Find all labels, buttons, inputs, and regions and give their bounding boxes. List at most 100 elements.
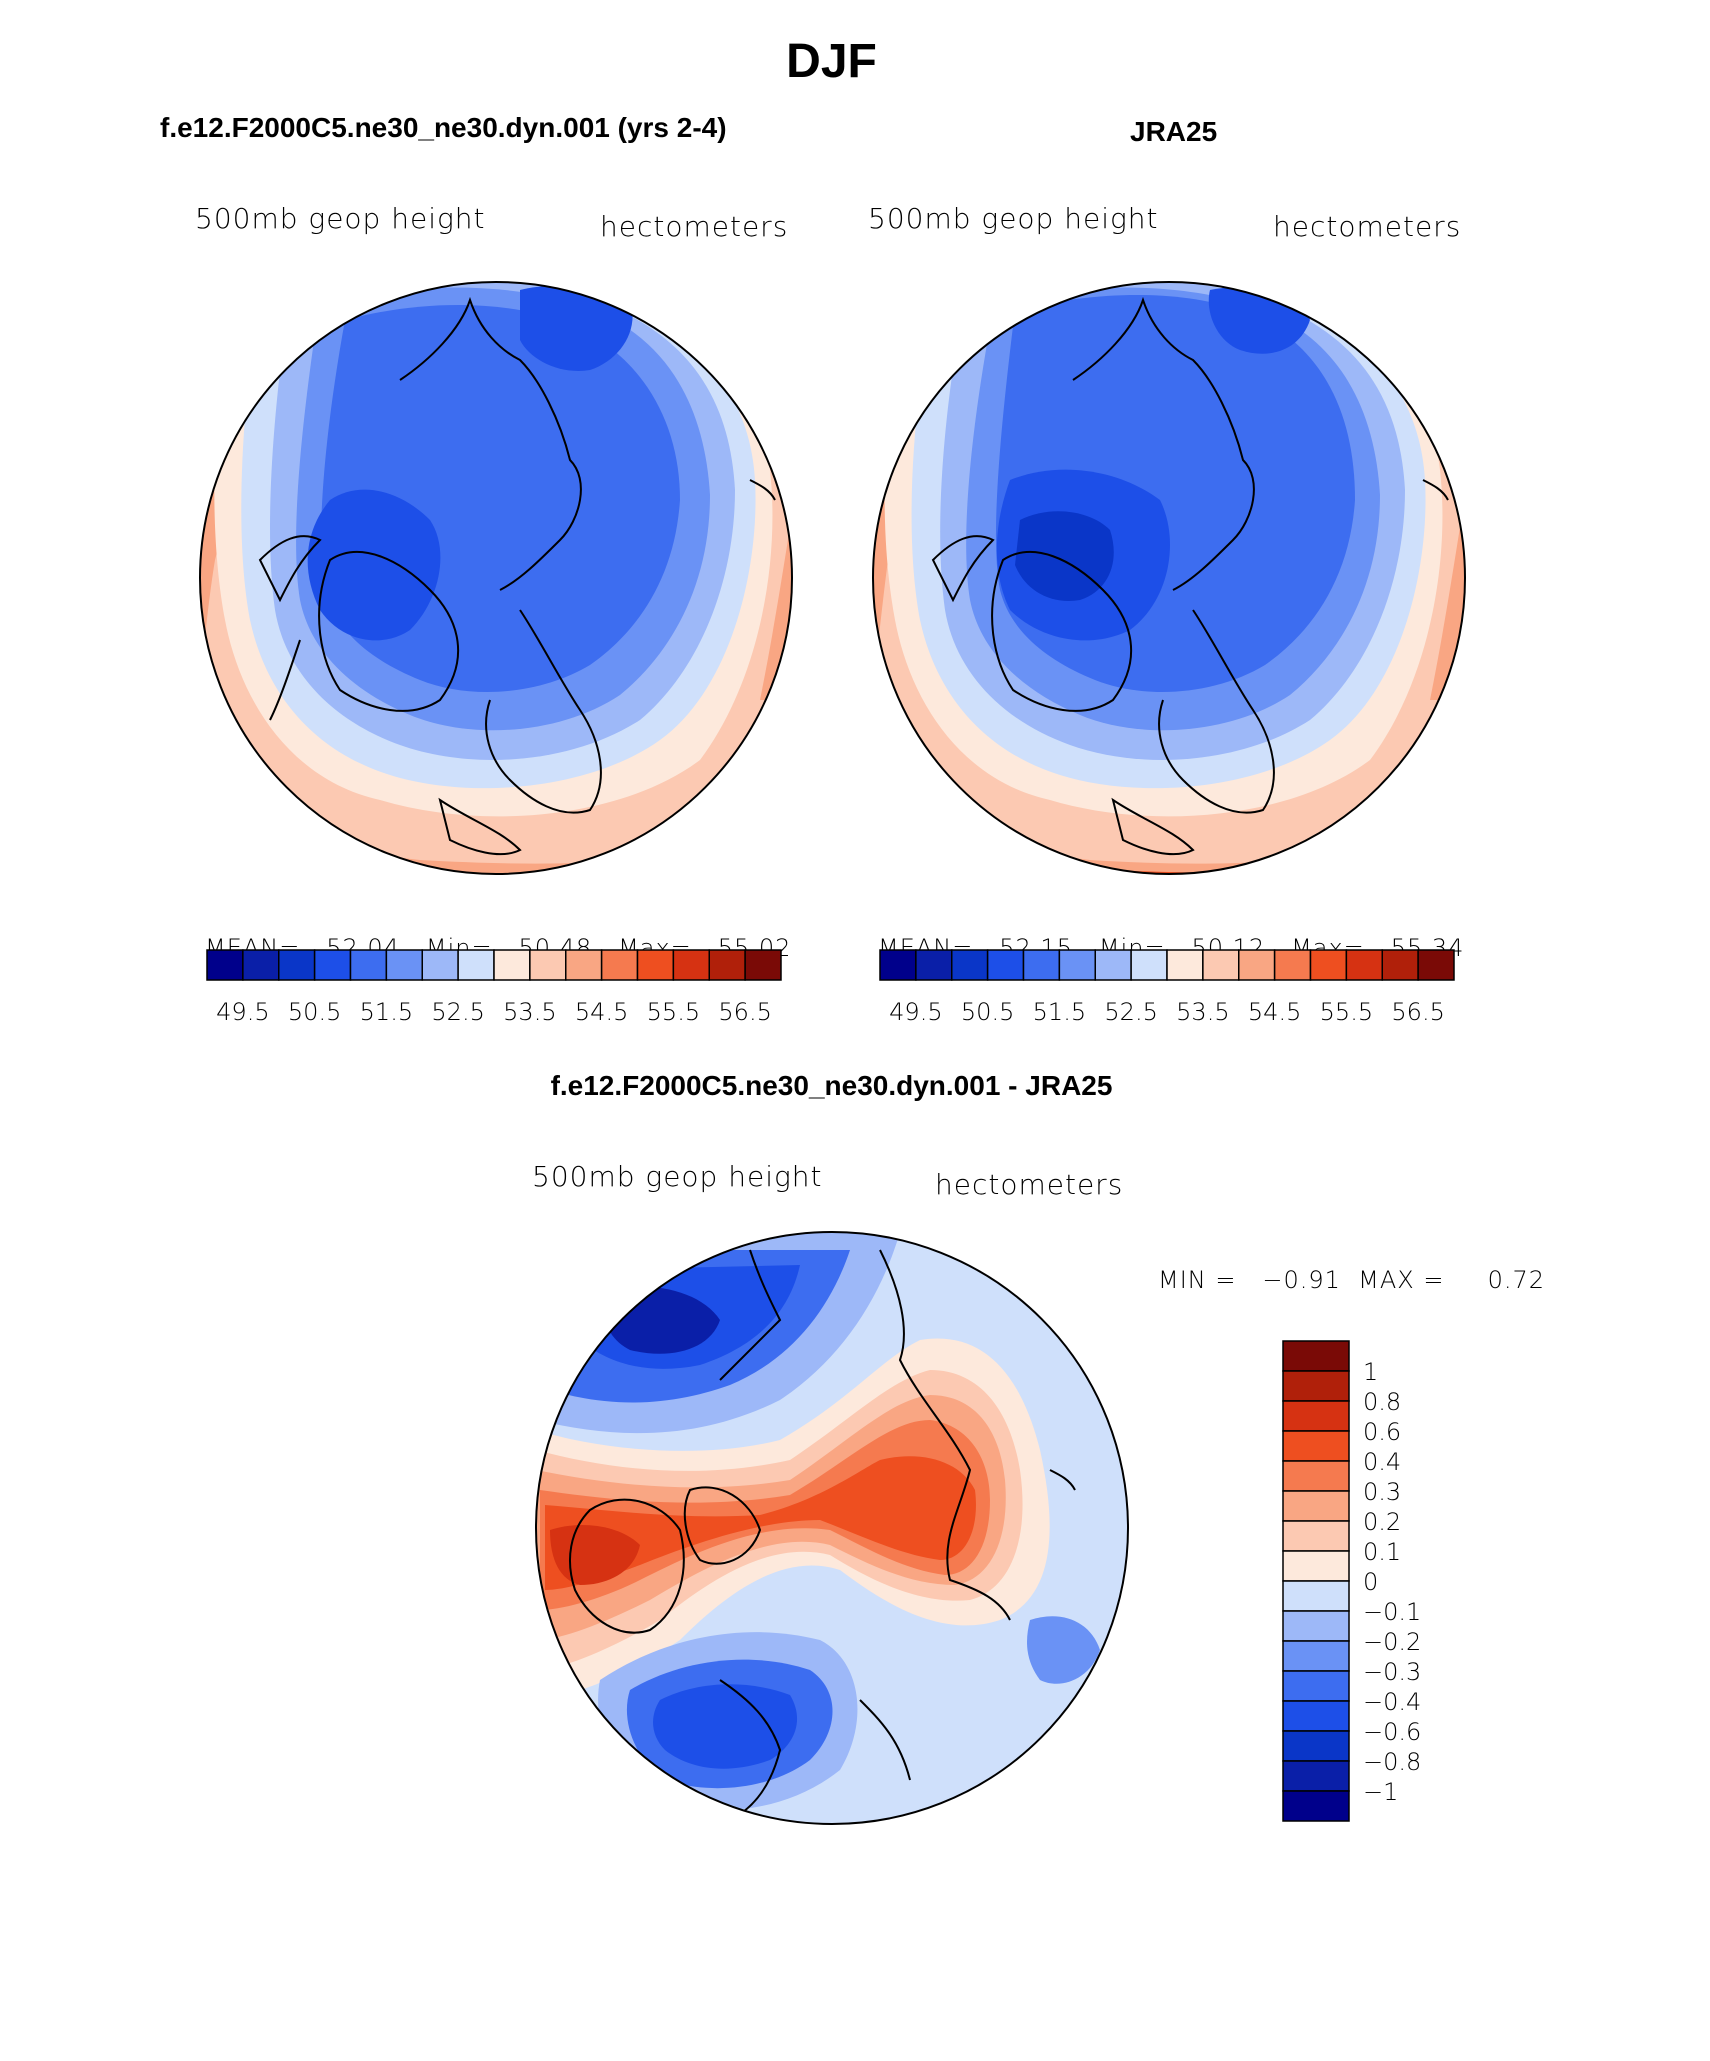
left-colorbar-swatch	[672, 949, 710, 981]
right-colorbar-tick-label: 52.5	[1104, 998, 1157, 1026]
right-colorbar-swatch	[986, 949, 1025, 981]
left-colorbar-swatch	[242, 949, 280, 981]
left-colorbar-swatch	[636, 949, 675, 981]
right-colorbar-swatch	[1202, 949, 1240, 981]
left-colorbar-swatch	[206, 949, 244, 981]
left-colorbar-swatch	[349, 949, 388, 981]
diff-colorbar-tick-label: −0.6	[1363, 1718, 1421, 1746]
left-colorbar-tick-label: 54.5	[575, 998, 628, 1026]
diff-colorbar-tick-label: 0.3	[1363, 1478, 1401, 1506]
diff-colorbar-swatch	[1282, 1700, 1350, 1732]
left-colorbar-tick-label: 53.5	[503, 998, 556, 1026]
right-colorbar-swatch	[1130, 949, 1168, 981]
left-colorbar-swatch	[385, 949, 423, 981]
right-polar-map	[873, 282, 1465, 874]
left-colorbar-swatch	[457, 949, 495, 981]
diff-colorbar-swatch	[1282, 1730, 1350, 1762]
diff-polar-map	[536, 1232, 1128, 1824]
figure-title: DJF	[786, 35, 877, 88]
right-colorbar-tick-label: 53.5	[1176, 998, 1229, 1026]
right-colorbar-tick-label: 51.5	[1033, 998, 1086, 1026]
right-colorbar-swatch	[1094, 949, 1132, 981]
right-var-label: 500mb geop height	[868, 202, 1159, 235]
left-colorbar-swatch	[565, 949, 603, 981]
right-colorbar-swatch	[879, 949, 917, 981]
diff-colorbar-tick-label: −0.4	[1363, 1688, 1421, 1716]
diff-colorbar-swatch	[1282, 1760, 1350, 1792]
left-colorbar-swatch	[708, 949, 746, 981]
diff-minmax-label: MIN = −0.91 MAX = 0.72	[1158, 1266, 1546, 1294]
left-units-label: hectometers	[600, 210, 789, 243]
right-colorbar: 49.5 50.5 51.5 52.5 53.5 54.5 55.5 56.5	[879, 949, 1455, 1026]
diff-colorbar-swatch	[1282, 1670, 1350, 1702]
left-colorbar-tick-label: 55.5	[647, 998, 700, 1026]
right-colorbar-tick-label: 49.5	[889, 998, 942, 1026]
right-colorbar-swatch	[915, 949, 953, 981]
diff-units-label: hectometers	[935, 1168, 1124, 1201]
diff-colorbar-tick-label: 1	[1363, 1358, 1378, 1386]
diff-colorbar-tick-label: 0.2	[1363, 1508, 1401, 1536]
right-colorbar-swatch	[951, 949, 989, 981]
diff-colorbar-tick-label: −0.1	[1363, 1598, 1421, 1626]
diff-colorbar-swatch	[1282, 1400, 1350, 1432]
diff-colorbar-swatch	[1282, 1490, 1350, 1522]
left-colorbar-tick-label: 52.5	[431, 998, 484, 1026]
left-colorbar-swatch	[600, 949, 639, 981]
diff-colorbar-tick-label: −0.8	[1363, 1748, 1421, 1776]
diff-colorbar-tick-label: −1	[1363, 1778, 1398, 1806]
right-units-label: hectometers	[1273, 210, 1462, 243]
right-colorbar-swatch	[1022, 949, 1061, 981]
left-colorbar-tick-label: 51.5	[360, 998, 413, 1026]
right-colorbar-swatch	[1238, 949, 1276, 981]
diff-map-border	[535, 1231, 1129, 1825]
diff-colorbar-swatch	[1282, 1370, 1350, 1402]
diff-colorbar-tick-label: −0.3	[1363, 1658, 1421, 1686]
diff-colorbar-tick-label: −0.2	[1363, 1628, 1421, 1656]
right-colorbar-tick-label: 56.5	[1391, 998, 1444, 1026]
left-var-label: 500mb geop height	[195, 202, 486, 235]
left-colorbar-swatch	[493, 949, 531, 981]
left-colorbar-tick-label: 50.5	[288, 998, 341, 1026]
diff-colorbar-tick-label: 0.1	[1363, 1538, 1401, 1566]
left-polar-map	[200, 282, 792, 874]
diff-colorbar-swatch	[1282, 1430, 1350, 1462]
right-colorbar-swatch	[1345, 949, 1383, 981]
left-colorbar: 49.5 50.5 51.5 52.5 53.5 54.5 55.5 56.5	[206, 949, 782, 1026]
left-colorbar-swatch	[529, 949, 567, 981]
right-colorbar-swatch	[1058, 949, 1096, 981]
diff-colorbar-swatch	[1282, 1520, 1350, 1552]
right-colorbar-swatch	[1417, 949, 1455, 981]
right-colorbar-tick-label: 55.5	[1320, 998, 1373, 1026]
right-panel-title: JRA25	[1130, 116, 1218, 147]
left-colorbar-tick-label: 49.5	[216, 998, 269, 1026]
right-colorbar-swatch	[1309, 949, 1348, 981]
diff-var-label: 500mb geop height	[532, 1160, 823, 1193]
left-colorbar-swatch	[278, 949, 316, 981]
left-colorbar-tick-label: 56.5	[718, 998, 771, 1026]
left-colorbar-swatch	[313, 949, 352, 981]
right-map-border	[872, 281, 1466, 875]
right-colorbar-swatch	[1381, 949, 1419, 981]
diff-colorbar-tick-label: 0.4	[1363, 1448, 1401, 1476]
diff-colorbar-swatch	[1282, 1580, 1350, 1612]
diff-colorbar-swatch	[1282, 1550, 1350, 1582]
diff-colorbar-swatch	[1282, 1340, 1350, 1372]
diff-colorbar-swatch	[1282, 1460, 1350, 1492]
left-colorbar-swatch	[421, 949, 459, 981]
diff-colorbar-tick-label: 0.6	[1363, 1418, 1401, 1446]
diff-colorbar: 10.80.60.40.30.20.10−0.1−0.2−0.3−0.4−0.6…	[1282, 1340, 1421, 1822]
diff-colorbar-swatch	[1282, 1640, 1350, 1672]
diff-colorbar-tick-label: 0	[1363, 1568, 1378, 1596]
diff-colorbar-tick-label: 0.8	[1363, 1388, 1401, 1416]
diff-coastlines	[569, 1249, 1076, 1821]
diff-colorbar-swatch	[1282, 1790, 1350, 1822]
diff-colorbar-swatch	[1282, 1610, 1350, 1642]
right-colorbar-tick-label: 50.5	[961, 998, 1014, 1026]
diff-panel-title: f.e12.F2000C5.ne30_ne30.dyn.001 - JRA25	[550, 1070, 1113, 1101]
right-colorbar-swatch	[1166, 949, 1204, 981]
left-colorbar-swatch	[744, 949, 782, 981]
left-map-border	[199, 281, 793, 875]
right-colorbar-tick-label: 54.5	[1248, 998, 1301, 1026]
right-colorbar-swatch	[1273, 949, 1312, 981]
